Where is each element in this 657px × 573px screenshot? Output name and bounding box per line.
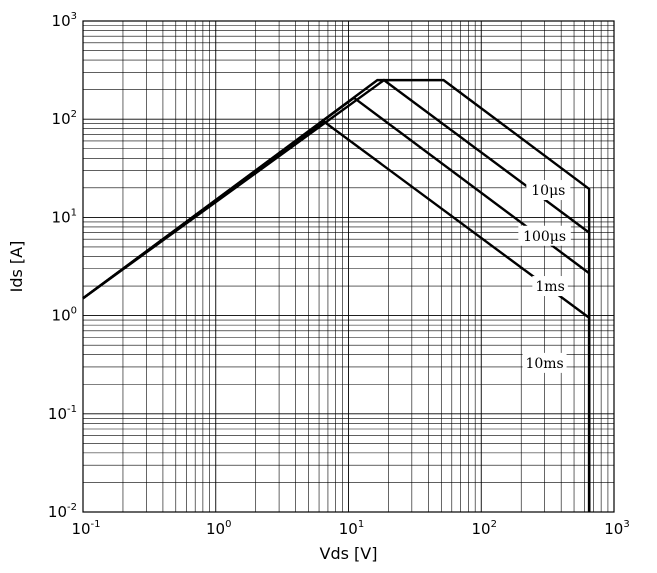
grid bbox=[82, 20, 615, 513]
curve-label-background bbox=[518, 225, 571, 246]
curve-label-0: 10μs bbox=[531, 183, 565, 199]
curve-label-1: 100μs bbox=[523, 229, 566, 245]
y-tick-label: 103 bbox=[52, 11, 77, 30]
x-tick-label: 102 bbox=[472, 519, 497, 538]
soa-curve-0 bbox=[82, 78, 591, 512]
soa-curve-3 bbox=[82, 119, 591, 512]
y-axis-label: Ids [A] bbox=[7, 241, 26, 293]
x-tick-label: 103 bbox=[604, 519, 629, 538]
y-tick-label: 10-1 bbox=[48, 404, 77, 423]
curve-label-background bbox=[526, 180, 571, 201]
curve-label-2: 1ms bbox=[535, 279, 564, 295]
y-tick-label: 100 bbox=[52, 306, 77, 325]
plot-frame bbox=[82, 20, 615, 513]
soa-curve-1 bbox=[82, 78, 591, 512]
y-tick-label: 10-2 bbox=[48, 502, 77, 521]
curve-labels: 10μs 100μs 1ms 10ms bbox=[518, 180, 571, 373]
soa-curve-2 bbox=[82, 96, 591, 512]
y-tick-label: 102 bbox=[52, 109, 77, 128]
x-tick-label: 100 bbox=[206, 519, 231, 538]
y-tick-labels: 10-2 10-1 100 101 102 103 bbox=[48, 11, 77, 521]
x-axis-label: Vds [V] bbox=[320, 544, 378, 563]
y-tick-label: 101 bbox=[52, 207, 77, 226]
x-tick-label: 10-1 bbox=[71, 519, 100, 538]
curves bbox=[82, 78, 591, 512]
curve-label-background bbox=[522, 352, 567, 373]
curve-label-3: 10ms bbox=[525, 356, 563, 372]
x-tick-labels: 10-1 100 101 102 103 bbox=[71, 519, 629, 538]
curve-label-background bbox=[532, 276, 568, 297]
x-tick-label: 101 bbox=[339, 519, 364, 538]
